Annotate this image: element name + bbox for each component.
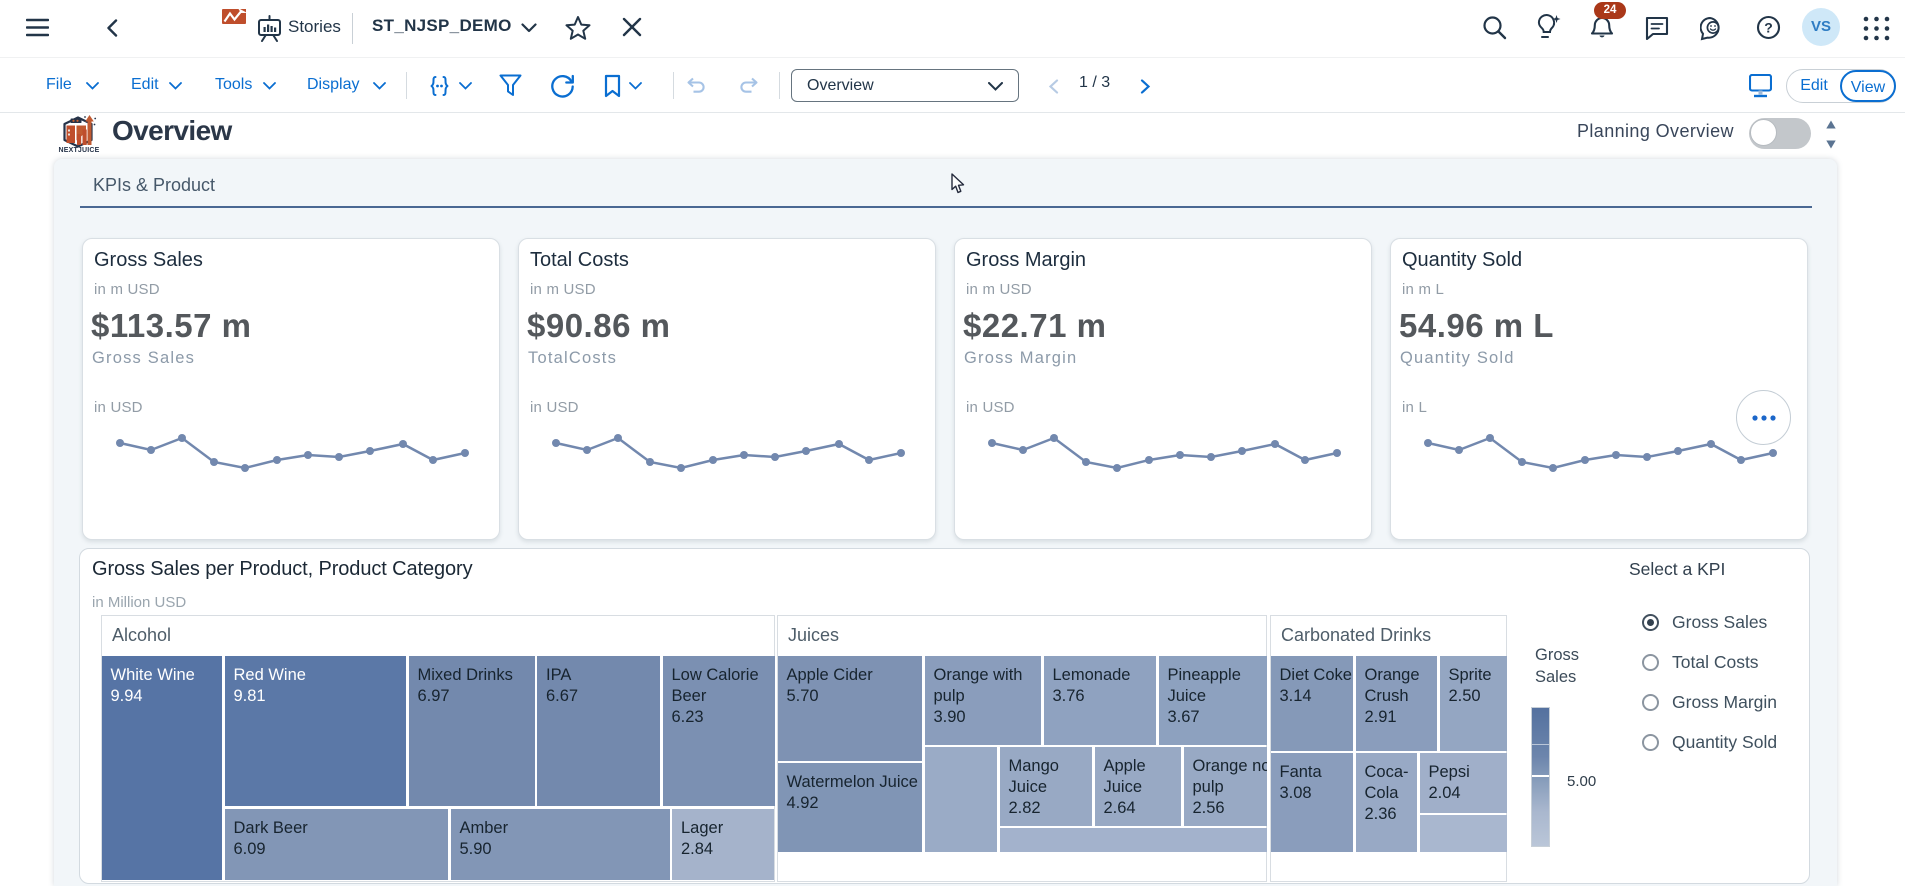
svg-text:?: ?: [1764, 20, 1773, 36]
